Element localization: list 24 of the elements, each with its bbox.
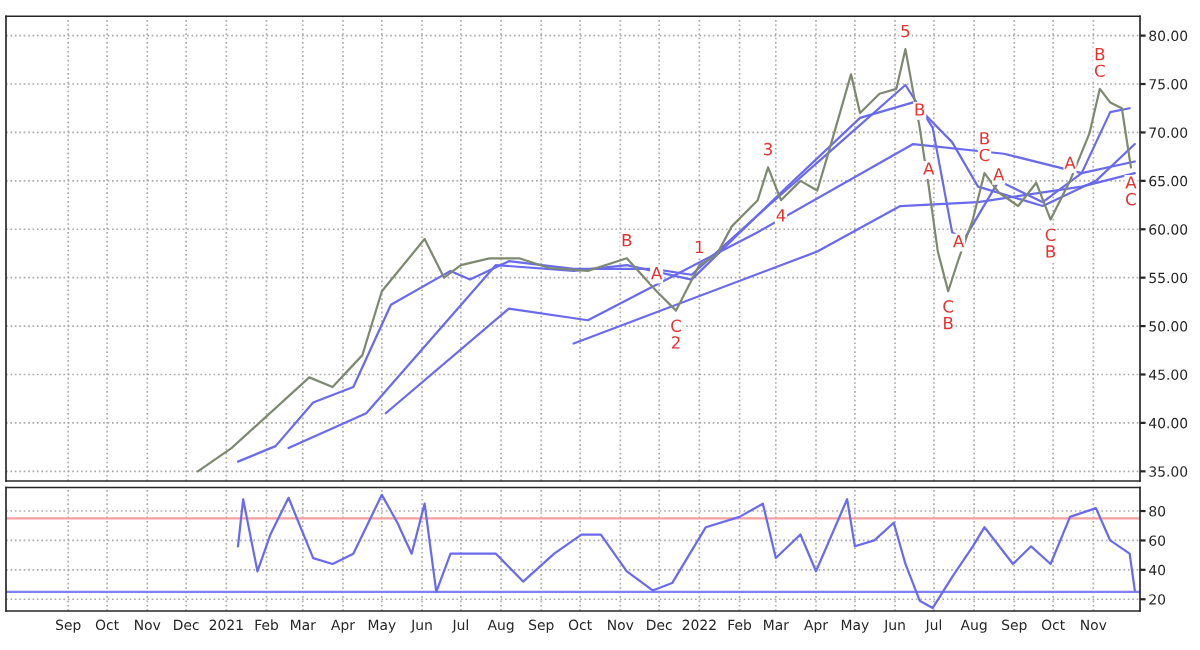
annotation: A bbox=[923, 162, 935, 175]
annotation: B bbox=[915, 103, 925, 116]
annotation: C bbox=[1045, 228, 1056, 242]
annotation: 2 bbox=[671, 336, 680, 349]
annotation: A bbox=[651, 267, 663, 280]
annotation: C bbox=[671, 319, 681, 333]
annotation: A bbox=[1064, 156, 1076, 169]
annotation: C bbox=[1126, 192, 1136, 206]
annotation: C bbox=[979, 148, 990, 162]
annotation: B bbox=[944, 317, 953, 330]
annotation: 3 bbox=[764, 142, 773, 156]
annotation: B bbox=[980, 132, 990, 145]
annotation: 1 bbox=[695, 240, 704, 254]
annotation: 4 bbox=[776, 209, 786, 222]
annotation: A bbox=[1125, 176, 1137, 189]
annotation: C bbox=[1094, 64, 1105, 78]
annotation: B bbox=[1046, 245, 1056, 258]
annotation: B bbox=[1095, 47, 1105, 61]
annotation: 5 bbox=[901, 24, 910, 38]
annotation: A bbox=[993, 168, 1005, 181]
annotation: C bbox=[943, 300, 954, 313]
annotation: B bbox=[622, 234, 632, 247]
line-series bbox=[236, 493, 1136, 610]
annotation: A bbox=[952, 235, 965, 248]
